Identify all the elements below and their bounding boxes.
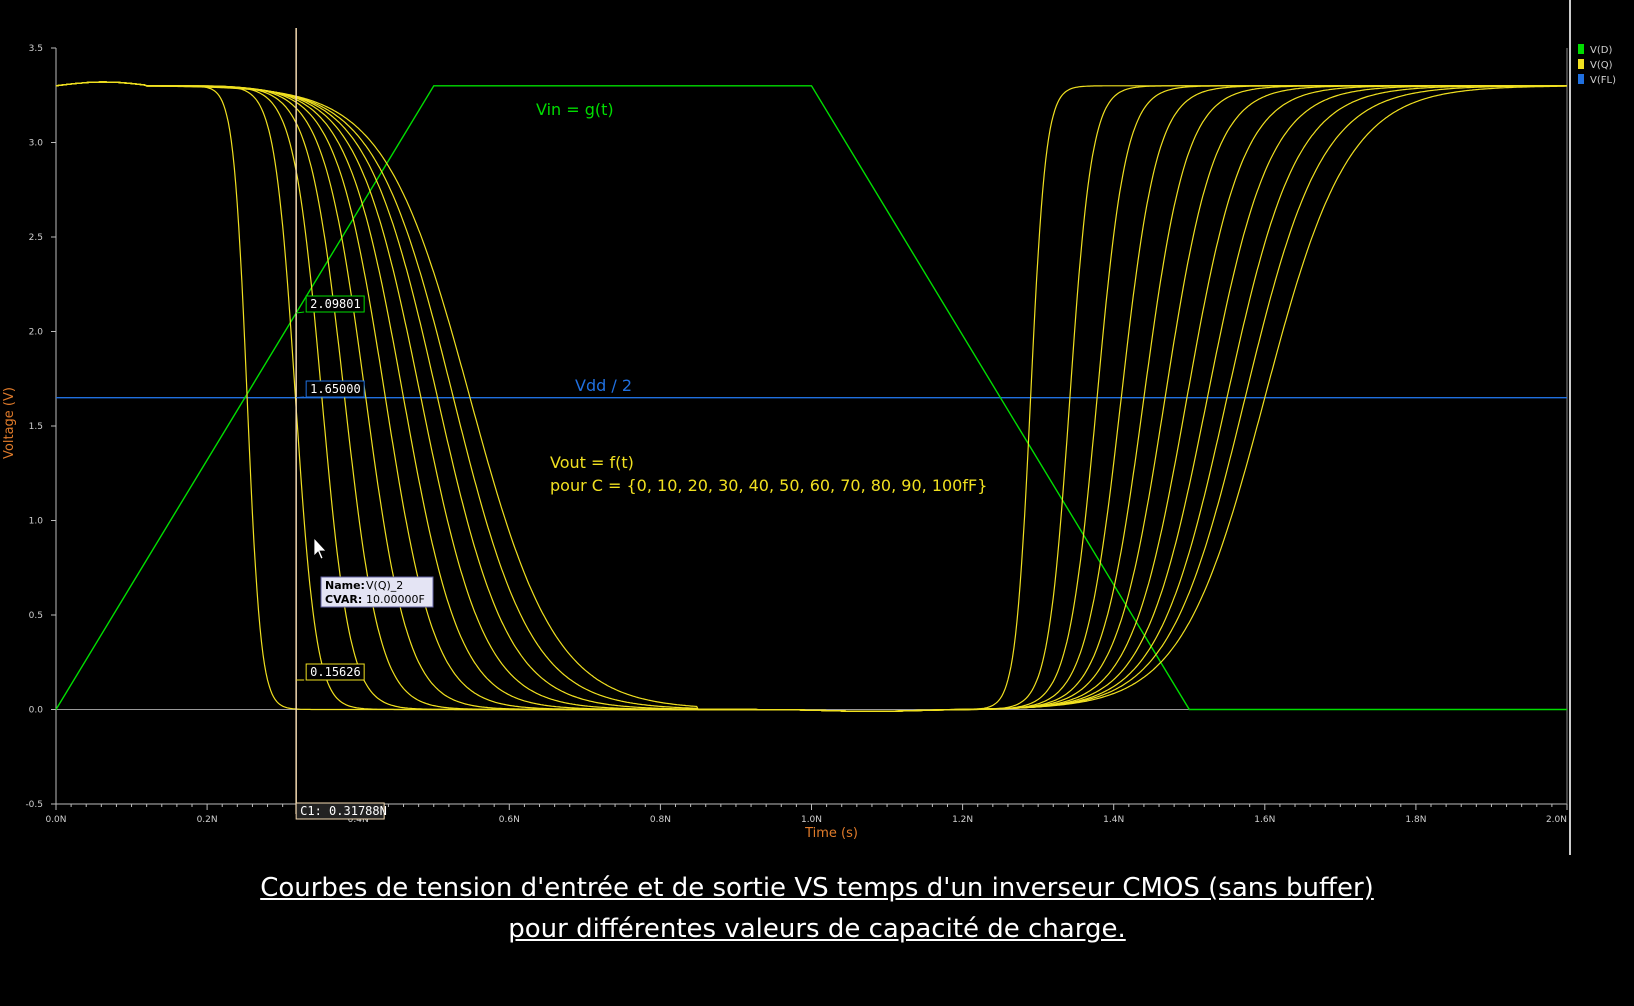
trace-vq-c100ff bbox=[55, 81, 1567, 712]
figure-caption: Courbes de tension d'entrée et de sortie… bbox=[0, 868, 1634, 950]
trace-vq-c0ff bbox=[55, 81, 1567, 713]
tooltip-cvar-label: CVAR: bbox=[325, 593, 362, 606]
x-tick-label: 0.2N bbox=[197, 815, 218, 825]
annotation-capacitance-list: pour C = {0, 10, 20, 30, 40, 50, 60, 70,… bbox=[550, 476, 987, 495]
mouse-pointer-icon bbox=[313, 536, 327, 560]
legend-label: V(FL) bbox=[1590, 75, 1616, 86]
trace-vq-c20ff bbox=[55, 81, 1567, 713]
trace-vq-c30ff bbox=[55, 81, 1567, 713]
trace-vq-c40ff bbox=[55, 81, 1567, 713]
y-tick-label: 3.0 bbox=[29, 139, 44, 149]
y-tick-label: 3.5 bbox=[29, 44, 43, 54]
waveform-plot: 0.0N 0.2N 0.4N 0.6N 0.8N 1.0N 1.2N 1.4N 1.6N 1.8N… bbox=[2, 0, 1616, 855]
cursor-marker-leader bbox=[296, 311, 305, 314]
trace-vq-c60ff bbox=[55, 81, 1567, 713]
trace-vq-c50ff bbox=[55, 81, 1567, 713]
legend-label: V(D) bbox=[1590, 45, 1612, 56]
trace-vq-c10ff bbox=[55, 81, 1567, 713]
x-tick-label: 1.4N bbox=[1103, 815, 1124, 825]
legend-swatch bbox=[1578, 74, 1584, 84]
tooltip-name-label: Name: bbox=[325, 579, 365, 592]
legend: V(D) V(Q) V(FL) bbox=[1578, 44, 1616, 86]
trace-vd-input bbox=[55, 85, 1567, 711]
annotation-vout: Vout = f(t) bbox=[550, 453, 634, 472]
x-tick-label: 1.8N bbox=[1405, 815, 1426, 825]
tooltip-box bbox=[320, 576, 434, 608]
y-tick-label: 0.5 bbox=[29, 611, 43, 621]
trace-vq-c90ff bbox=[55, 81, 1567, 713]
x-tick-label: 2.0N bbox=[1546, 815, 1567, 825]
y-axis-title: Voltage (V) bbox=[2, 387, 17, 459]
y-tick-label: 2.0 bbox=[29, 328, 44, 338]
cursor-c1[interactable]: C1: 0.31788N 2.09801 1.65000 0.15626 bbox=[295, 28, 387, 820]
y-tick-label: 0.0 bbox=[29, 706, 44, 716]
annotation-vdd-half: Vdd / 2 bbox=[575, 376, 632, 395]
x-tick-label: 1.2N bbox=[952, 815, 973, 825]
annotation-vin: Vin = g(t) bbox=[536, 100, 614, 119]
cursor-marker-box bbox=[305, 380, 365, 398]
y-tick-label: 1.5 bbox=[29, 422, 43, 432]
legend-label: V(Q) bbox=[1590, 60, 1613, 71]
cursor-marker-value: 1.65000 bbox=[310, 382, 361, 396]
tooltip-cvar-value: 10.00000F bbox=[366, 593, 425, 606]
x-tick-label: 0.4N bbox=[348, 815, 369, 825]
trace-vq-c70ff bbox=[55, 81, 1567, 713]
cursor-marker-box bbox=[305, 295, 365, 313]
plot-overlay: Vin = g(t) Vdd / 2 Vout = f(t) pour C = … bbox=[536, 100, 987, 495]
x-tick-label: 0.0N bbox=[45, 815, 66, 825]
plot-axes: 0.0N 0.2N 0.4N 0.6N 0.8N 1.0N 1.2N 1.4N 1.6N 1.8N… bbox=[2, 0, 1571, 855]
tooltip-name-value: V(Q)_2 bbox=[366, 579, 403, 592]
caption-line-1: Courbes de tension d'entrée et de sortie… bbox=[260, 873, 1374, 903]
trace-tooltip: Name: V(Q)_2 CVAR: 10.00000F bbox=[313, 536, 434, 608]
cursor-label: C1: 0.31788N bbox=[300, 804, 387, 818]
cursor-label-box bbox=[295, 802, 385, 820]
cursor-marker-value: 2.09801 bbox=[310, 297, 361, 311]
legend-swatch bbox=[1578, 44, 1584, 54]
y-tick-label: 2.5 bbox=[29, 233, 43, 243]
y-tick-label: 1.0 bbox=[29, 517, 44, 527]
caption-line-2: pour différentes valeurs de capacité de … bbox=[508, 914, 1126, 944]
cursor-marker-leader bbox=[296, 396, 305, 399]
y-tick-label: -0.5 bbox=[25, 800, 43, 810]
x-tick-label: 1.6N bbox=[1254, 815, 1275, 825]
waveform-traces bbox=[55, 81, 1567, 713]
x-tick-label: 0.8N bbox=[650, 815, 671, 825]
x-axis-title: Time (s) bbox=[804, 826, 858, 841]
cursor-marker-box bbox=[305, 663, 365, 681]
x-tick-label: 0.6N bbox=[499, 815, 520, 825]
trace-vq-c80ff bbox=[55, 81, 1567, 713]
legend-swatch bbox=[1578, 59, 1584, 69]
x-tick-label: 1.0N bbox=[801, 815, 822, 825]
cursor-marker-value: 0.15626 bbox=[310, 665, 361, 679]
